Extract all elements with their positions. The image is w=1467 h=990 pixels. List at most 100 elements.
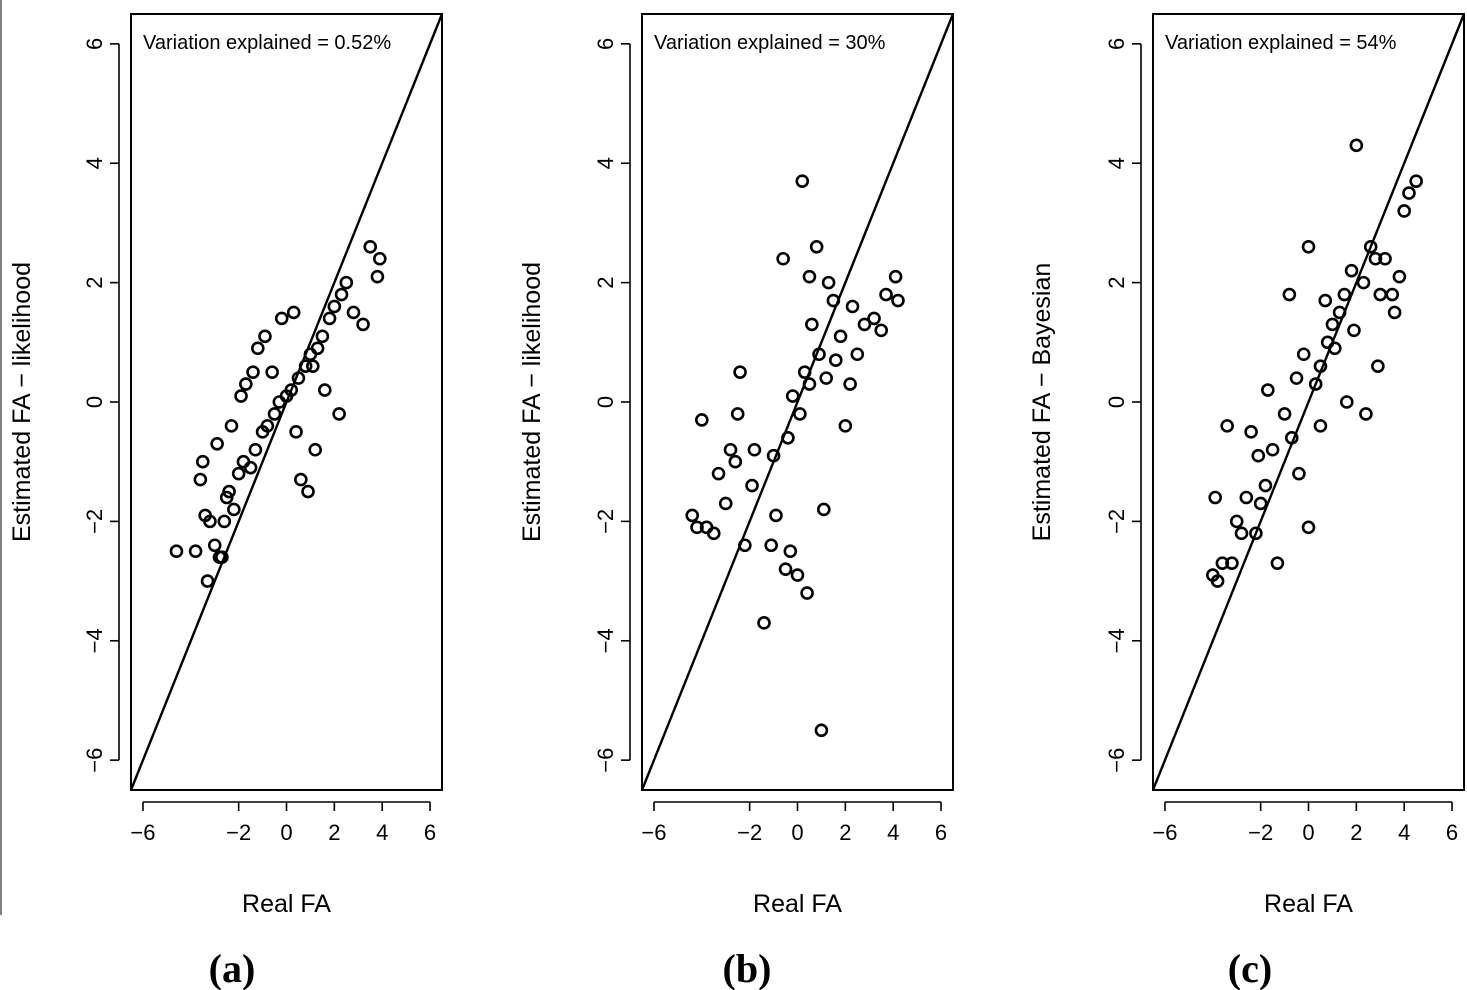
data-point — [733, 365, 747, 379]
data-point — [1385, 287, 1400, 302]
data-point — [284, 383, 299, 397]
data-point — [711, 466, 726, 481]
y-tick-label: 0 — [1104, 396, 1129, 408]
x-tick-label: −2 — [737, 820, 762, 845]
data-point — [891, 293, 905, 308]
data-point — [301, 484, 315, 499]
y-axis-title: Estimated FA − Bayesian — [1028, 263, 1056, 542]
data-point — [821, 275, 836, 290]
x-axis-title: Real FA — [242, 890, 331, 918]
identity-reference-line — [1151, 13, 1466, 791]
data-point — [195, 454, 210, 469]
data-point — [764, 538, 778, 553]
data-point — [1225, 556, 1239, 570]
data-point — [1356, 275, 1371, 290]
y-tick-label: −6 — [82, 748, 107, 773]
data-point — [781, 431, 795, 445]
y-tick-label: −6 — [1104, 748, 1129, 773]
data-point — [370, 269, 385, 284]
data-point — [1392, 269, 1407, 284]
x-tick-label: 2 — [839, 820, 851, 845]
data-point — [805, 317, 819, 332]
data-point — [236, 454, 251, 469]
data-point — [356, 317, 370, 332]
x-axis-title: Real FA — [753, 890, 842, 918]
data-point — [809, 240, 824, 254]
data-point — [1210, 574, 1225, 588]
data-point — [215, 550, 229, 565]
data-point — [1239, 490, 1254, 505]
data-point — [298, 359, 313, 373]
data-point — [1292, 466, 1306, 481]
data-point — [817, 502, 831, 517]
x-tick-label: 4 — [1398, 820, 1410, 845]
data-point — [888, 269, 903, 284]
data-point — [258, 329, 272, 344]
data-point — [169, 544, 184, 559]
data-point — [1282, 287, 1297, 302]
y-tick-label: 4 — [593, 157, 618, 169]
data-point — [838, 419, 853, 433]
data-point — [695, 413, 709, 427]
data-point — [1368, 251, 1383, 266]
data-point — [1249, 526, 1263, 541]
y-tick-label: 0 — [82, 396, 107, 408]
data-point — [723, 442, 738, 457]
data-point — [800, 586, 814, 600]
data-point — [1234, 526, 1249, 541]
data-point — [730, 407, 745, 421]
x-tick-label: −2 — [226, 820, 251, 845]
data-point — [826, 293, 841, 308]
data-point — [879, 287, 893, 302]
y-tick-label: 6 — [82, 38, 107, 50]
panel-label: (b) — [723, 946, 772, 990]
data-point — [1363, 240, 1378, 254]
data-point — [239, 377, 253, 391]
data-point — [843, 377, 857, 391]
data-point — [1325, 317, 1340, 332]
data-point — [265, 365, 279, 379]
y-tick-label: 6 — [1104, 38, 1129, 50]
plot-frame — [641, 13, 954, 791]
data-point — [286, 305, 301, 320]
x-tick-label: 4 — [887, 820, 899, 845]
y-tick-label: −6 — [593, 748, 618, 773]
variation-explained-annotation: Variation explained = 54% — [1165, 32, 1397, 54]
y-tick-label: −4 — [1104, 628, 1129, 653]
data-point — [747, 442, 762, 457]
data-point — [833, 329, 848, 344]
y-tick-label: −4 — [82, 628, 107, 653]
data-point — [845, 299, 860, 314]
data-point — [1215, 556, 1230, 570]
data-point — [1344, 263, 1359, 278]
y-tick-label: 4 — [82, 157, 107, 169]
data-point — [310, 341, 325, 356]
data-point — [783, 544, 798, 559]
x-tick-label: 2 — [1350, 820, 1362, 845]
y-axis-title: Estimated FA − likelihood — [518, 262, 546, 542]
data-point — [346, 305, 361, 320]
data-point — [339, 275, 354, 290]
data-point — [1289, 371, 1304, 385]
data-point — [1261, 383, 1275, 397]
data-point — [685, 508, 700, 523]
variation-explained-annotation: Variation explained = 0.52% — [143, 32, 391, 54]
data-point — [227, 502, 241, 517]
data-point — [1253, 496, 1268, 511]
data-point — [1387, 305, 1402, 320]
data-point — [797, 365, 812, 379]
data-point — [1208, 490, 1222, 505]
data-point — [200, 574, 215, 588]
panel-label: (c) — [1228, 946, 1272, 990]
y-tick-label: −2 — [1104, 509, 1129, 534]
y-tick-label: 2 — [82, 276, 107, 288]
data-point — [850, 347, 865, 362]
x-tick-label: −6 — [1152, 820, 1177, 845]
data-point — [718, 496, 733, 511]
data-point — [1409, 174, 1423, 188]
identity-reference-line — [640, 13, 955, 791]
data-point — [188, 544, 203, 559]
data-point — [1296, 347, 1311, 362]
scatter-panel-c: −6 −2 0 2 4 6 −6 −4 −2 0 2 4 6 Real FA Estimated FA − … — [1028, 13, 1466, 990]
data-point — [793, 407, 807, 421]
